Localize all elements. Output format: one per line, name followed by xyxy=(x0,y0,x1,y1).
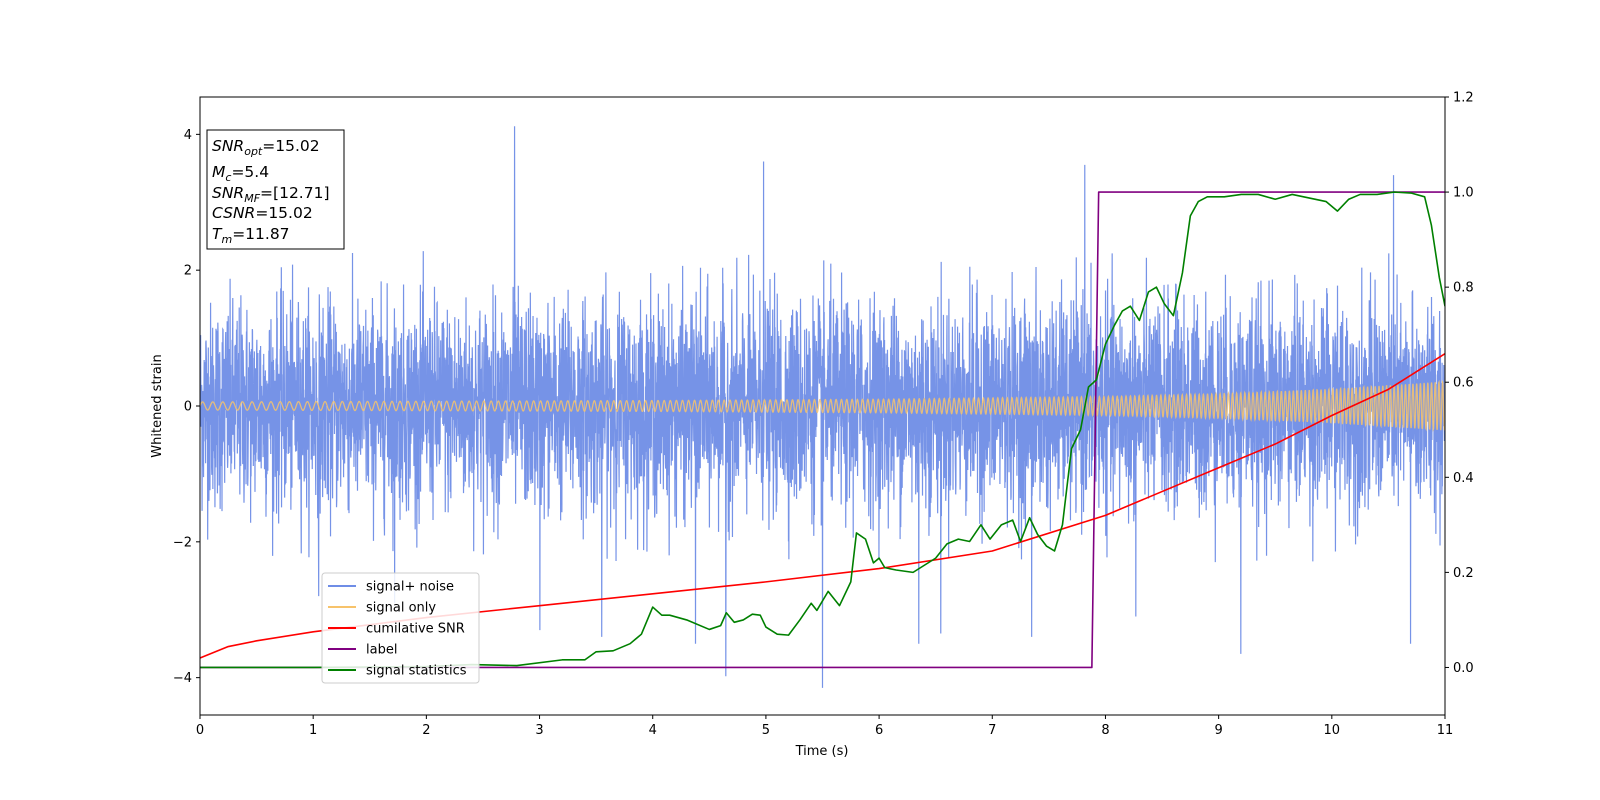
info-tm: Tm=11.87 xyxy=(212,225,290,246)
y-right-tick-label: 1.2 xyxy=(1453,91,1474,106)
x-tick-label: 3 xyxy=(535,723,543,738)
x-tick-label: 8 xyxy=(1101,723,1109,738)
y-right-tick-label: 1.0 xyxy=(1453,186,1474,201)
y-right-tick-label: 0.0 xyxy=(1453,661,1474,676)
legend-label: label xyxy=(366,643,397,658)
y-axis-right: 0.0 0.2 0.4 0.6 0.8 1.0 1.2 xyxy=(1445,91,1474,676)
cumilative-snr-line xyxy=(200,353,1445,659)
info-box-frame xyxy=(206,129,345,250)
y-right-tick-label: 0.6 xyxy=(1453,376,1474,391)
info-snr-opt: SNRopt=15.02 xyxy=(212,137,320,158)
y-left-tick-label: 2 xyxy=(184,264,192,279)
signal-only-series xyxy=(200,379,1445,432)
x-tick-label: 0 xyxy=(196,723,204,738)
y-left-tick-label: −4 xyxy=(173,671,192,686)
label-line xyxy=(200,191,1445,669)
x-tick-label: 11 xyxy=(1437,723,1454,738)
info-box: SNRopt=15.02 Mc=5.4 SNRMF=[12.71] CSNR=1… xyxy=(206,129,345,250)
legend: signal+ noise signal only cumilative SNR la… xyxy=(321,572,480,684)
y-left-tick-label: 4 xyxy=(184,128,192,143)
info-csnr: CSNR=15.02 xyxy=(212,204,313,222)
x-tick-label: 1 xyxy=(309,723,317,738)
info-snr-mf: SNRMF=[12.71] xyxy=(212,184,330,205)
y-left-tick-label: 0 xyxy=(184,400,192,415)
legend-label: signal only xyxy=(366,601,436,616)
x-tick-label: 6 xyxy=(875,723,883,738)
y-axis-left: −4 −2 0 2 4 xyxy=(173,128,200,686)
x-axis: 0 1 2 3 4 5 6 7 8 9 10 11 xyxy=(196,715,1453,738)
legend-frame xyxy=(321,572,480,684)
y-right-tick-label: 0.2 xyxy=(1453,566,1474,581)
legend-label: signal statistics xyxy=(366,664,467,679)
y-axis-label: Whitened strain xyxy=(150,354,165,457)
x-tick-label: 9 xyxy=(1214,723,1222,738)
signal-noise-line xyxy=(200,126,1445,688)
x-tick-label: 2 xyxy=(422,723,430,738)
x-axis-label: Time (s) xyxy=(795,744,849,759)
info-mc: Mc=5.4 xyxy=(212,163,269,184)
x-tick-label: 10 xyxy=(1324,723,1341,738)
signal-only-line xyxy=(200,379,1445,432)
y-left-tick-label: −2 xyxy=(173,535,192,550)
x-tick-label: 4 xyxy=(649,723,657,738)
y-right-tick-label: 0.4 xyxy=(1453,471,1474,486)
right-axis-series xyxy=(200,191,1445,669)
signal-noise-series xyxy=(200,126,1445,688)
y-right-tick-label: 0.8 xyxy=(1453,281,1474,296)
signal-statistics-line xyxy=(200,191,1445,669)
plot-area xyxy=(200,126,1445,688)
x-tick-label: 5 xyxy=(762,723,770,738)
legend-label: cumilative SNR xyxy=(366,622,465,637)
x-tick-label: 7 xyxy=(988,723,996,738)
legend-label: signal+ noise xyxy=(366,580,454,595)
